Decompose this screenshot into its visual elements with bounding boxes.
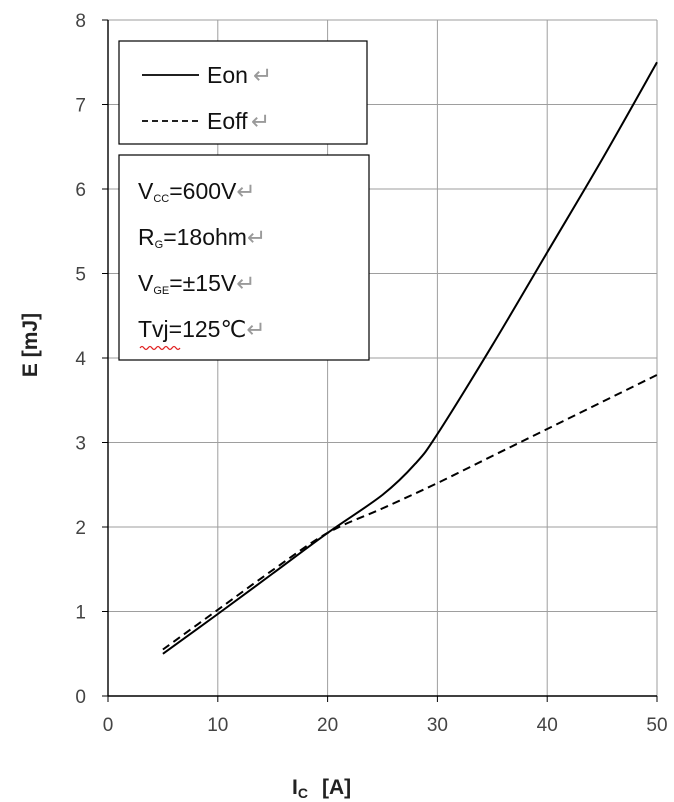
y-tick-label: 0 bbox=[75, 687, 86, 708]
paragraph-mark: ↵ bbox=[236, 270, 255, 296]
series-eoff-line bbox=[162, 374, 658, 651]
svg-text:IC[A]: IC [A] bbox=[292, 776, 351, 801]
condition-value: =18ohm bbox=[163, 224, 247, 250]
condition-line: VGE=±15V↵ bbox=[138, 270, 256, 297]
axes bbox=[102, 19, 658, 702]
x-tick-label: 10 bbox=[207, 715, 228, 736]
y-tick-label: 1 bbox=[75, 603, 86, 624]
legend-eon-para-mark: ↵ bbox=[253, 62, 272, 88]
x-tick-label: 20 bbox=[317, 715, 338, 736]
y-tick-label: 7 bbox=[75, 96, 86, 117]
x-axis-title-main: I bbox=[292, 776, 298, 799]
condition-value: =600V bbox=[169, 178, 237, 204]
tick-labels: 0 10 20 30 40 50 0 1 2 3 4 5 6 7 8 bbox=[75, 11, 667, 736]
x-axis-title-unit: [A] bbox=[322, 776, 351, 799]
legend-eon-label: Eon bbox=[207, 62, 248, 88]
y-tick-label: 4 bbox=[75, 349, 86, 370]
paragraph-mark: ↵ bbox=[236, 178, 255, 204]
x-axis-title-sub: C bbox=[298, 785, 308, 801]
y-tick-label: 3 bbox=[75, 434, 86, 455]
condition-subscript: G bbox=[155, 239, 164, 251]
condition-symbol: Tvj bbox=[138, 316, 169, 342]
condition-value: =125℃ bbox=[169, 316, 247, 342]
condition-line: RG=18ohm↵ bbox=[138, 224, 266, 251]
x-tick-label: 40 bbox=[537, 715, 558, 736]
y-tick-label: 5 bbox=[75, 265, 86, 286]
spellcheck-underline bbox=[139, 345, 181, 351]
condition-value: =±15V bbox=[169, 270, 237, 296]
condition-symbol: R bbox=[138, 224, 155, 250]
legend-eoff-label: Eoff bbox=[207, 108, 248, 134]
condition-symbol: V bbox=[138, 270, 154, 296]
series-layer bbox=[162, 61, 658, 655]
condition-symbol: V bbox=[138, 178, 154, 204]
x-tick-label: 30 bbox=[427, 715, 448, 736]
paragraph-mark: ↵ bbox=[247, 224, 266, 250]
conditions-lines: VCC=600V↵RG=18ohm↵VGE=±15V↵Tvj=125℃↵ bbox=[138, 178, 266, 342]
series-eon-line bbox=[162, 61, 658, 655]
condition-line: Tvj=125℃↵ bbox=[138, 316, 266, 342]
y-tick-label: 6 bbox=[75, 180, 86, 201]
x-tick-label: 50 bbox=[646, 715, 667, 736]
condition-line: VCC=600V↵ bbox=[138, 178, 256, 205]
y-axis-title: E [mJ] bbox=[19, 313, 42, 377]
paragraph-mark: ↵ bbox=[246, 316, 265, 342]
condition-subscript: GE bbox=[153, 285, 169, 297]
conditions-box: VCC=600V↵RG=18ohm↵VGE=±15V↵Tvj=125℃↵ bbox=[118, 154, 370, 361]
legend-eoff-para-mark: ↵ bbox=[251, 108, 270, 134]
y-tick-label: 2 bbox=[75, 518, 86, 539]
x-tick-label: 0 bbox=[103, 715, 114, 736]
legend-box: Eon ↵ Eoff ↵ bbox=[118, 40, 368, 145]
x-axis-title: IC [A] bbox=[292, 776, 351, 801]
condition-subscript: CC bbox=[153, 193, 169, 205]
svg-text:E [mJ]: E [mJ] bbox=[19, 313, 42, 377]
y-tick-label: 8 bbox=[75, 11, 86, 32]
